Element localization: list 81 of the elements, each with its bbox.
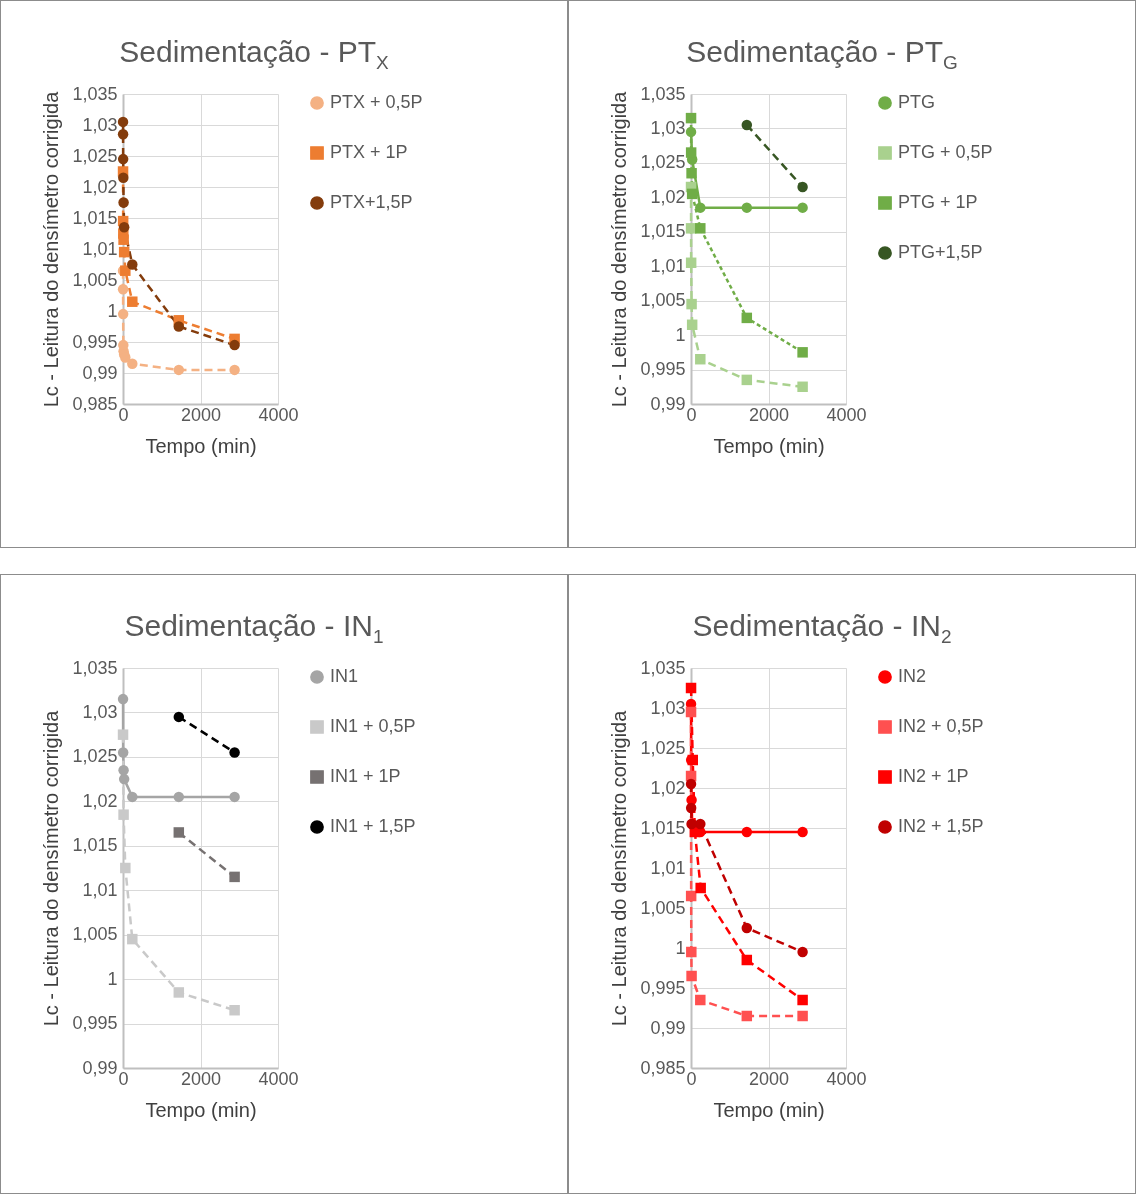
y-tick-label: 1,01 [650, 255, 686, 276]
legend-label: IN2 [898, 666, 927, 686]
legend-label: PTX + 1P [330, 142, 408, 162]
chart-title: Sedimentação - PT$_{X}$ [118, 34, 390, 75]
legend-label: PTG [898, 92, 936, 112]
x-tick-label: 2000 [748, 1068, 790, 1089]
y-tick-label: 0,995 [72, 1013, 118, 1034]
y-tick-label: 0,985 [72, 393, 118, 414]
x-axis-title: Tempo (min) [145, 434, 257, 457]
y-tick-label: 1,03 [82, 114, 118, 135]
y-axis-title: Lc - Leitura do densímetro corrigida [608, 709, 631, 1027]
y-tick-label: 1,02 [650, 186, 686, 207]
y-tick-label: 1 [107, 300, 118, 321]
x-axis-title: Tempo (min) [713, 434, 825, 457]
y-tick-label: 0,995 [72, 331, 118, 352]
legend-label: PTG+1,5P [898, 242, 983, 262]
y-tick-label: 1,02 [82, 176, 118, 197]
legend-label: IN1 + 1P [330, 766, 401, 786]
legend-label: IN1 [330, 666, 359, 686]
y-tick-label: 1,015 [72, 207, 118, 228]
y-tick-label: 1 [675, 937, 686, 958]
y-tick-label: 1,015 [640, 221, 686, 242]
chart-title: Sedimentação - IN$_{1}$ [123, 608, 385, 649]
y-tick-label: 0,99 [82, 362, 118, 383]
x-axis-title: Tempo (min) [145, 1098, 257, 1121]
y-tick-label: 1,03 [650, 117, 686, 138]
y-tick-label: 1,01 [82, 238, 118, 259]
x-tick-label: 2000 [180, 404, 222, 425]
y-tick-label: 1,035 [72, 83, 118, 104]
x-axis-title: Tempo (min) [713, 1098, 825, 1121]
y-tick-label: 1 [675, 324, 686, 345]
y-tick-label: 1,025 [640, 737, 686, 758]
y-tick-label: 1,025 [72, 746, 118, 767]
legend-label: IN2 + 0,5P [898, 716, 984, 736]
x-tick-label: 0 [686, 1068, 697, 1089]
legend-label: IN1 + 0,5P [330, 716, 416, 736]
legend-label: IN2 + 1,5P [898, 816, 984, 836]
chart-title: Sedimentação - IN$_{2}$ [691, 608, 953, 649]
y-tick-label: 0,985 [640, 1057, 686, 1078]
x-tick-label: 4000 [258, 404, 299, 425]
y-tick-label: 1,02 [82, 790, 118, 811]
x-tick-label: 4000 [258, 1068, 299, 1089]
x-tick-label: 0 [686, 404, 697, 425]
y-axis-title: Lc - Leitura do densímetro corrigida [608, 90, 631, 408]
y-tick-label: 1,01 [650, 857, 686, 878]
y-tick-label: 0,99 [650, 393, 686, 414]
y-tick-label: 1,03 [82, 701, 118, 722]
x-tick-label: 4000 [826, 404, 867, 425]
y-tick-label: 1,01 [82, 879, 118, 900]
y-axis-title: Lc - Leitura do densímetro corrigida [40, 90, 63, 408]
y-tick-label: 0,99 [82, 1057, 118, 1078]
y-tick-label: 1,005 [72, 924, 118, 945]
y-tick-label: 0,995 [640, 359, 686, 380]
y-tick-label: 1,005 [640, 290, 686, 311]
legend-label: IN1 + 1,5P [330, 816, 416, 836]
y-tick-label: 0,99 [650, 1017, 686, 1038]
y-tick-label: 1,005 [640, 897, 686, 918]
x-tick-label: 4000 [826, 1068, 867, 1089]
y-tick-label: 1,025 [640, 152, 686, 173]
y-tick-label: 1 [107, 968, 118, 989]
y-tick-label: 1,015 [640, 817, 686, 838]
legend-label: PTG + 1P [898, 192, 978, 212]
y-tick-label: 1,035 [72, 657, 118, 678]
y-tick-label: 1,005 [72, 269, 118, 290]
y-tick-label: 1,035 [640, 657, 686, 678]
legend-label: PTX + 0,5P [330, 92, 423, 112]
legend-label: PTG + 0,5P [898, 142, 993, 162]
y-tick-label: 1,035 [640, 83, 686, 104]
y-tick-label: 1,02 [650, 777, 686, 798]
x-tick-label: 2000 [180, 1068, 222, 1089]
chart-title: Sedimentação - PT$_{G}$ [685, 34, 959, 75]
x-tick-label: 0 [118, 404, 129, 425]
legend-label: IN2 + 1P [898, 766, 969, 786]
y-axis-title: Lc - Leitura do densímetro corrigida [40, 709, 63, 1027]
y-tick-label: 1,025 [72, 145, 118, 166]
x-tick-label: 0 [118, 1068, 129, 1089]
legend-label: PTX+1,5P [330, 192, 413, 212]
x-tick-label: 2000 [748, 404, 790, 425]
y-tick-label: 0,995 [640, 977, 686, 998]
y-tick-label: 1,015 [72, 835, 118, 856]
y-tick-label: 1,03 [650, 697, 686, 718]
